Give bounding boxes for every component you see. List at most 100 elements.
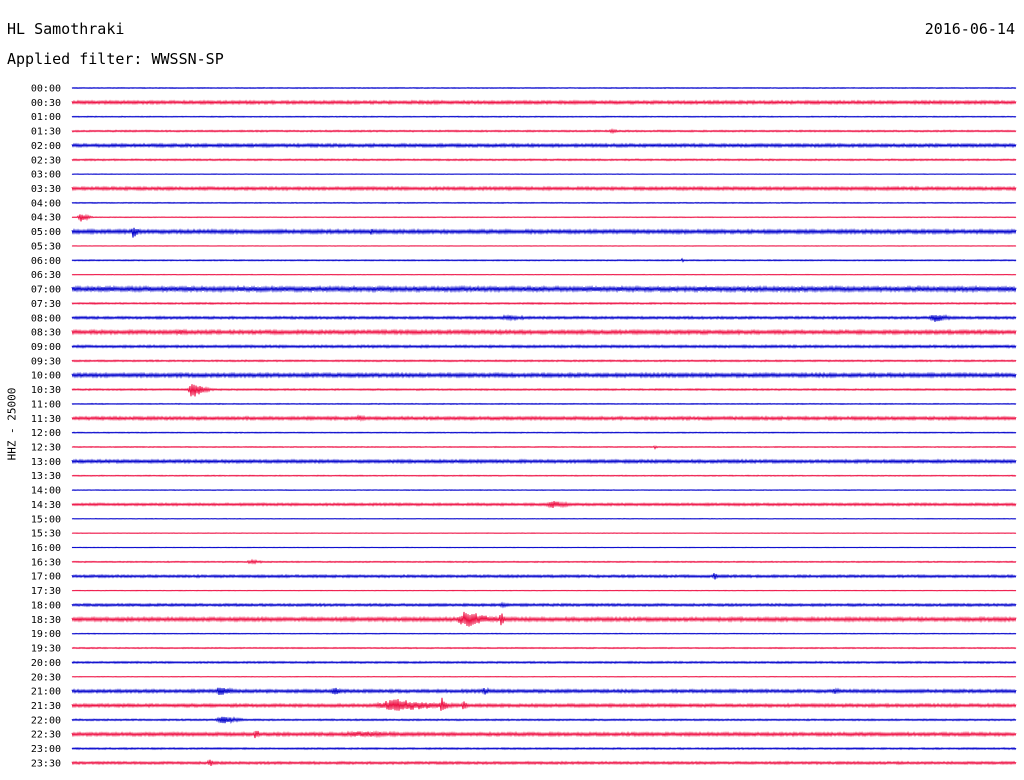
trace-row xyxy=(71,201,1017,205)
row-time-label: 08:00 xyxy=(31,313,61,324)
row-time-label: 13:30 xyxy=(31,471,61,482)
trace-row xyxy=(71,158,1017,162)
row-time-label: 23:30 xyxy=(31,758,61,769)
trace-row xyxy=(71,314,1017,322)
row-time-label: 07:00 xyxy=(31,285,61,296)
row-time-label: 07:30 xyxy=(31,299,61,310)
row-time-label: 12:30 xyxy=(31,443,61,454)
row-time-label: 10:30 xyxy=(31,385,61,396)
row-time-label: 09:00 xyxy=(31,342,61,353)
row-time-label: 21:00 xyxy=(31,687,61,698)
row-time-label: 02:00 xyxy=(31,141,61,152)
trace-row xyxy=(71,687,1017,696)
trace-row xyxy=(71,589,1017,592)
row-time-label: 18:30 xyxy=(31,615,61,626)
row-time-label: 01:00 xyxy=(31,112,61,123)
trace-row xyxy=(71,730,1017,739)
row-time-label: 00:00 xyxy=(31,84,61,95)
trace-row xyxy=(71,213,1017,222)
trace-row xyxy=(71,384,1017,397)
trace-row xyxy=(71,716,1017,724)
trace-row xyxy=(71,517,1017,520)
row-time-label: 19:00 xyxy=(31,629,61,640)
filter-label: Applied filter: WWSSN-SP xyxy=(7,50,224,68)
trace-row xyxy=(71,86,1017,90)
trace-row xyxy=(71,445,1017,450)
row-time-label: 23:00 xyxy=(31,744,61,755)
trace-row xyxy=(71,489,1017,492)
trace-row xyxy=(71,573,1017,580)
row-time-label: 14:30 xyxy=(31,500,61,511)
row-time-label: 04:30 xyxy=(31,213,61,224)
trace-row xyxy=(71,431,1017,434)
row-time-label: 15:00 xyxy=(31,514,61,525)
trace-row xyxy=(71,142,1017,149)
trace-row xyxy=(71,343,1017,349)
trace-row xyxy=(71,128,1017,135)
row-time-label: 20:00 xyxy=(31,658,61,669)
trace-row xyxy=(71,558,1017,565)
row-time-label: 05:30 xyxy=(31,241,61,252)
trace-row xyxy=(71,99,1017,106)
row-time-label: 11:00 xyxy=(31,399,61,410)
row-time-label: 17:30 xyxy=(31,586,61,597)
trace-row xyxy=(71,402,1017,406)
trace-row xyxy=(71,273,1017,276)
row-time-label: 10:00 xyxy=(31,371,61,382)
trace-row xyxy=(71,675,1017,678)
row-time-label: 22:00 xyxy=(31,715,61,726)
row-time-label: 05:00 xyxy=(31,227,61,238)
trace-row xyxy=(71,185,1017,192)
row-time-label: 18:00 xyxy=(31,600,61,611)
date-label: 2016-06-14 xyxy=(924,20,1015,38)
trace-row xyxy=(71,371,1017,379)
row-time-label: 16:30 xyxy=(31,557,61,568)
trace-row xyxy=(71,227,1017,238)
trace-row xyxy=(71,245,1017,247)
row-time-label: 12:00 xyxy=(31,428,61,439)
trace-row xyxy=(71,660,1017,665)
trace-row xyxy=(71,746,1017,751)
trace-row xyxy=(71,632,1017,635)
row-time-label: 06:30 xyxy=(31,270,61,281)
trace-row xyxy=(71,759,1017,767)
trace-row xyxy=(71,257,1017,263)
trace-row xyxy=(71,115,1017,118)
row-time-label: 11:30 xyxy=(31,414,61,425)
trace-row xyxy=(71,173,1017,176)
row-time-label: 20:30 xyxy=(31,672,61,683)
row-time-label: 01:30 xyxy=(31,127,61,138)
trace-row xyxy=(71,646,1017,650)
trace-row xyxy=(71,458,1017,465)
row-time-label: 08:30 xyxy=(31,328,61,339)
row-time-label: 21:30 xyxy=(31,701,61,712)
row-time-label: 03:30 xyxy=(31,184,61,195)
row-time-label: 14:00 xyxy=(31,486,61,497)
trace-row xyxy=(71,359,1017,363)
trace-row xyxy=(71,328,1017,336)
row-time-label: 03:00 xyxy=(31,170,61,181)
trace-row xyxy=(71,697,1017,711)
row-time-label: 13:00 xyxy=(31,457,61,468)
row-time-label: 17:00 xyxy=(31,572,61,583)
row-time-label: 06:00 xyxy=(31,256,61,267)
trace-row xyxy=(71,611,1017,627)
trace-row xyxy=(71,601,1017,609)
station-title: HL Samothraki xyxy=(7,20,125,38)
trace-row xyxy=(71,546,1017,549)
trace-row xyxy=(71,301,1017,306)
trace-row xyxy=(71,474,1017,477)
row-time-label: 19:30 xyxy=(31,644,61,655)
row-time-label: 04:00 xyxy=(31,198,61,209)
trace-row xyxy=(71,284,1017,294)
row-time-label: 22:30 xyxy=(31,730,61,741)
row-time-label: 16:00 xyxy=(31,543,61,554)
trace-row xyxy=(71,532,1017,535)
row-time-label: 15:30 xyxy=(31,529,61,540)
row-time-label: 00:30 xyxy=(31,98,61,109)
trace-row xyxy=(71,501,1017,509)
row-time-label: 09:30 xyxy=(31,356,61,367)
row-time-label: 02:30 xyxy=(31,155,61,166)
trace-row xyxy=(71,414,1017,422)
